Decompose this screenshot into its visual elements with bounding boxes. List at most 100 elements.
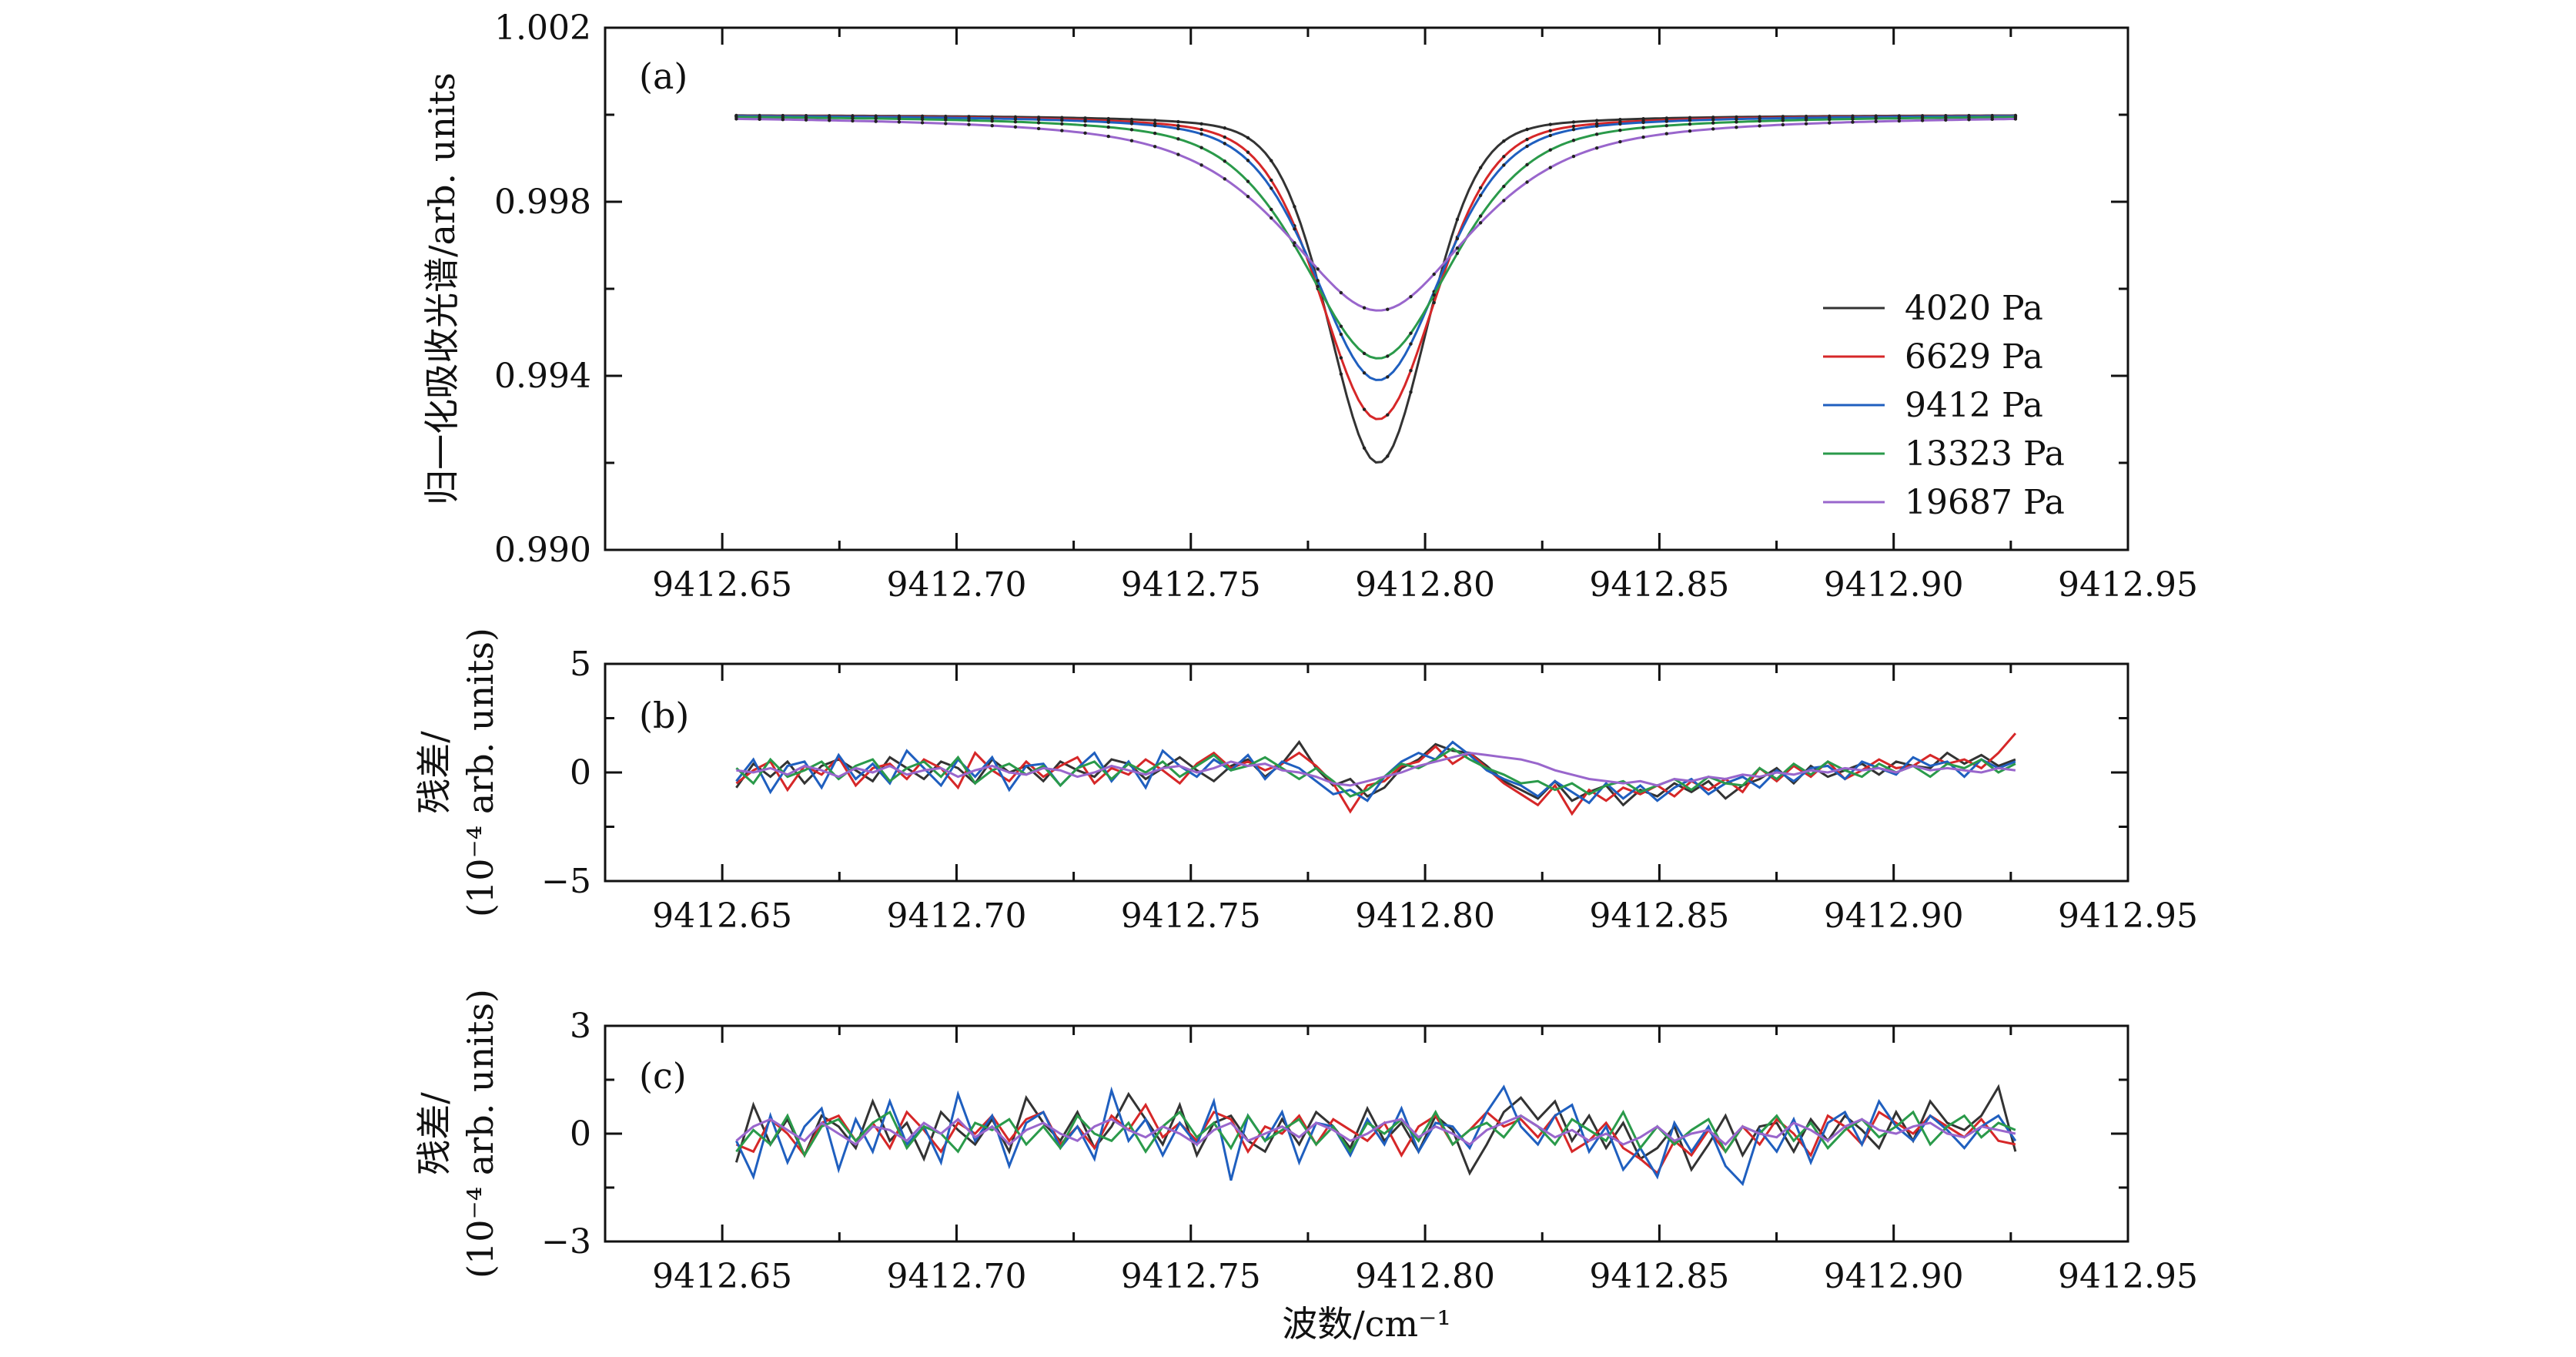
data-point — [1060, 118, 1064, 122]
x-tick-label: 9412.75 — [1121, 1257, 1261, 1296]
x-tick-label: 9412.80 — [1355, 1257, 1495, 1296]
data-point — [1525, 127, 1529, 132]
panel-a-series — [734, 113, 2018, 464]
data-point — [1199, 122, 1203, 126]
data-point — [1316, 284, 1320, 289]
data-point — [1897, 116, 1902, 120]
data-point — [1386, 307, 1390, 311]
data-point — [1106, 120, 1110, 124]
panel-a: 9412.65 9412.70 9412.75 9412.80 9412.85 9412.… — [421, 8, 2198, 605]
data-point — [1176, 119, 1180, 124]
data-point — [1339, 332, 1343, 337]
panel-c: 9412.65 9412.70 9412.75 9412.80 9412.85 9412.… — [413, 989, 2198, 1296]
data-point — [1270, 159, 1273, 163]
data-point — [1618, 128, 1622, 132]
series-line-6629-Pa — [736, 114, 2016, 421]
data-point — [2013, 117, 2018, 121]
data-point — [1293, 227, 1296, 231]
x-tick-label: 9412.70 — [886, 896, 1026, 936]
data-point — [1153, 131, 1157, 136]
data-point — [1594, 132, 1599, 136]
data-point — [1688, 119, 1692, 122]
panel-a-y-ticks: 0.990 0.994 0.998 1.002 — [494, 8, 2128, 570]
legend-label: 6629 Pa — [1905, 337, 2043, 377]
x-tick-label: 9412.65 — [652, 565, 792, 605]
data-point — [1920, 119, 1925, 122]
data-point — [1293, 241, 1296, 245]
data-point — [1688, 129, 1692, 133]
data-point — [1386, 454, 1390, 458]
data-point — [1502, 163, 1506, 167]
data-point — [1758, 124, 1761, 128]
data-point — [1455, 236, 1460, 241]
data-point — [1828, 121, 1832, 125]
data-point — [1129, 139, 1134, 142]
x-tick-label: 9412.90 — [1824, 896, 1964, 936]
x-tick-label: 9412.80 — [1355, 565, 1495, 605]
data-point — [1246, 179, 1250, 183]
legend-label: 19687 Pa — [1905, 483, 2065, 522]
data-point — [1478, 186, 1483, 190]
x-tick-label: 9412.90 — [1824, 1257, 1964, 1296]
data-point — [920, 117, 925, 122]
data-point — [1129, 117, 1134, 122]
data-point — [1874, 119, 1878, 123]
y-tick-label: 0 — [570, 753, 591, 792]
data-point — [1804, 122, 1808, 126]
panel-c-ylabel-line1: 残差/ — [413, 1092, 455, 1175]
data-point — [1199, 163, 1203, 167]
data-point — [1036, 118, 1041, 122]
data-point — [1339, 372, 1343, 376]
data-point — [1316, 279, 1320, 283]
data-point — [1270, 207, 1273, 212]
data-point — [1967, 118, 1971, 122]
data-point — [1478, 214, 1483, 218]
data-point — [758, 117, 761, 121]
data-point — [1758, 119, 1761, 123]
data-point — [967, 122, 971, 126]
data-point — [1083, 123, 1087, 127]
data-point — [1153, 145, 1157, 149]
data-point — [1386, 413, 1390, 417]
data-point — [1432, 272, 1436, 276]
data-point — [1571, 120, 1576, 124]
data-point — [1618, 122, 1622, 126]
data-point — [1176, 126, 1180, 131]
data-point — [1362, 407, 1367, 411]
x-axis-label: 波数/cm⁻¹ — [1282, 1303, 1451, 1345]
data-point — [1781, 122, 1785, 127]
series-line-9412-Pa — [736, 115, 2016, 381]
residual-line-19687-Pa — [736, 752, 2016, 787]
data-point — [1153, 119, 1157, 122]
data-point — [897, 120, 902, 124]
data-point — [1386, 354, 1390, 358]
data-point — [897, 117, 902, 121]
data-point — [1409, 368, 1413, 373]
data-point — [920, 121, 925, 125]
data-point — [1176, 137, 1180, 141]
data-point — [1362, 370, 1367, 375]
residual-line-4020-Pa — [734, 1084, 2017, 1176]
data-point — [1270, 216, 1273, 220]
data-point — [1386, 375, 1390, 379]
data-point — [1060, 122, 1064, 126]
data-point — [1362, 306, 1367, 310]
data-point — [1735, 126, 1738, 129]
data-point — [1246, 194, 1250, 199]
panel-b-series — [735, 732, 2017, 816]
data-point — [1618, 139, 1622, 144]
data-point — [1223, 159, 1227, 163]
data-point — [1758, 116, 1761, 121]
data-point — [1711, 118, 1715, 122]
data-point — [1223, 142, 1227, 146]
data-point — [1525, 163, 1529, 167]
panel-b-ylabel-line2: (10⁻⁴ arb. units) — [460, 628, 501, 917]
panel-c-x-ticks: 9412.65 9412.70 9412.75 9412.80 9412.85 9412.… — [652, 1026, 2198, 1296]
data-point — [1641, 126, 1645, 129]
x-tick-label: 9412.80 — [1355, 896, 1495, 936]
data-point — [990, 119, 994, 123]
data-point — [944, 122, 948, 126]
panel-a-ylabel: 归一化吸收光谱/arb. units — [421, 72, 463, 505]
data-point — [1129, 122, 1134, 126]
data-point — [1594, 122, 1599, 126]
